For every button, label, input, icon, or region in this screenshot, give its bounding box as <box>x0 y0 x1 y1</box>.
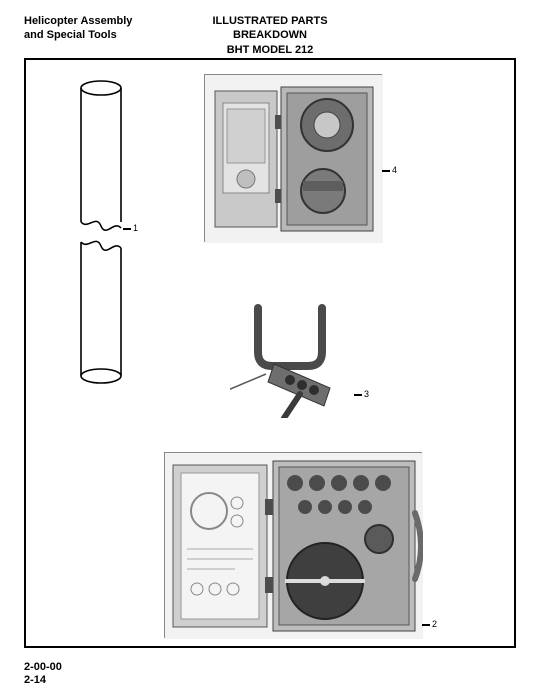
callout-4-tick <box>382 170 390 172</box>
header-left: Helicopter Assembly and Special Tools <box>24 14 132 43</box>
callout-1-tick <box>123 228 131 230</box>
footer-line1: 2-00-00 <box>24 661 62 675</box>
header-left-line1: Helicopter Assembly <box>24 14 132 28</box>
figure-frame: 1 4 <box>24 58 516 648</box>
callout-1: 1 <box>133 223 138 233</box>
footer-line2: 2-14 <box>24 674 62 688</box>
callout-3-tick <box>354 394 362 396</box>
header-center-line1: ILLUSTRATED PARTS <box>212 14 327 28</box>
header-center-line3: BHT MODEL 212 <box>212 43 327 57</box>
callout-2: 2 <box>432 619 437 629</box>
tube-drawing <box>78 80 124 384</box>
callout-3: 3 <box>364 389 369 399</box>
callout-4: 4 <box>392 165 397 175</box>
photo-bottom-kit <box>164 452 422 638</box>
photo-mid-tool <box>230 294 354 418</box>
header-left-line2: and Special Tools <box>24 28 132 42</box>
photo-top-case <box>204 74 382 242</box>
header-center-line2: BREAKDOWN <box>212 28 327 42</box>
header-center: ILLUSTRATED PARTS BREAKDOWN BHT MODEL 21… <box>212 14 327 57</box>
callout-2-tick <box>422 624 430 626</box>
page-footer: 2-00-00 2-14 <box>24 661 62 689</box>
